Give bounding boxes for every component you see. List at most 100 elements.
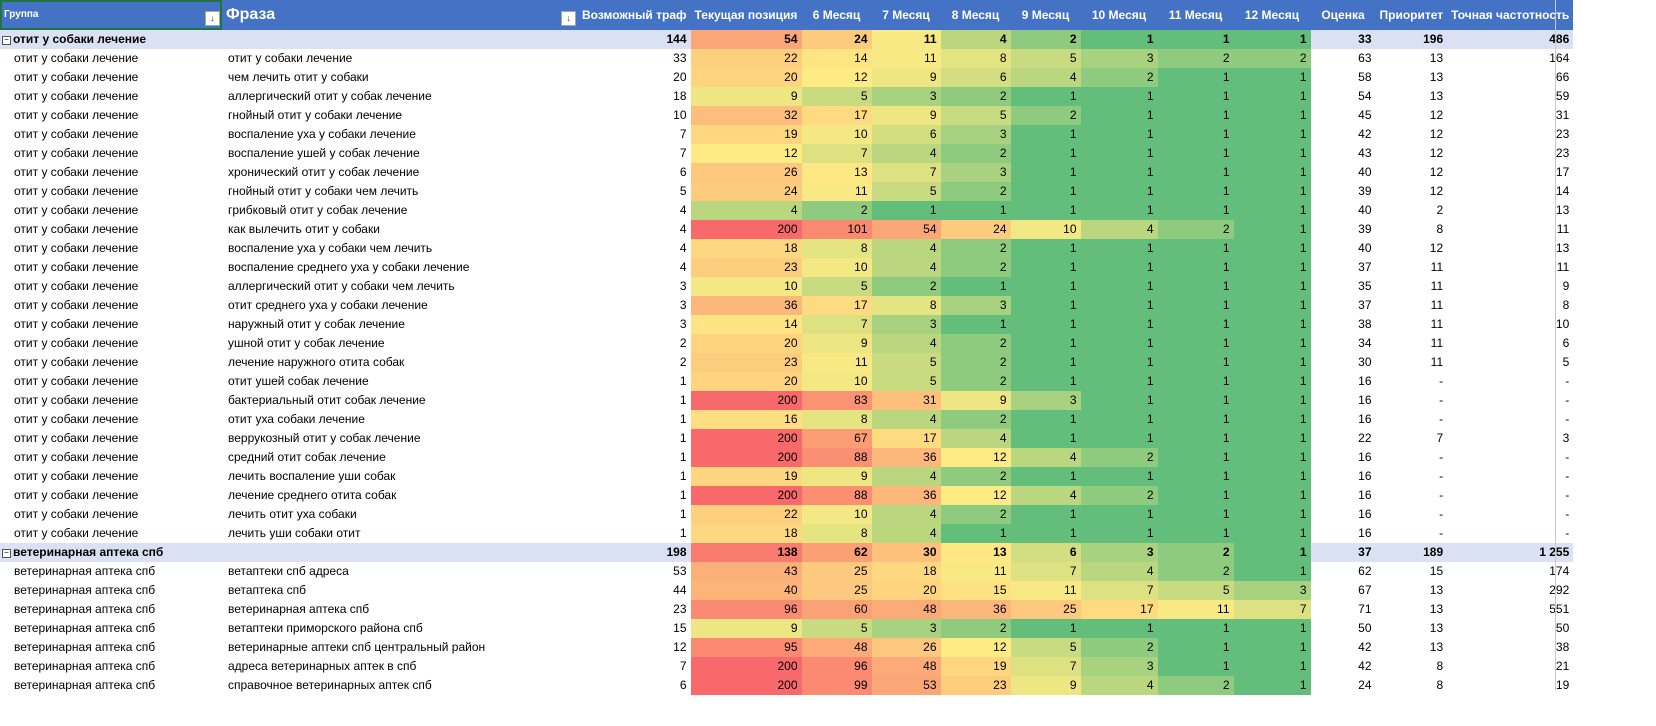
header-month-10[interactable]: 10 Месяц <box>1080 0 1158 30</box>
current-position-cell[interactable]: 19 <box>690 467 802 486</box>
month-6-cell[interactable]: 7 <box>801 315 872 334</box>
traffic-cell[interactable]: 3 <box>679 279 687 293</box>
month-8-cell[interactable]: 12 <box>940 448 1011 467</box>
frequency-cell[interactable]: 174 <box>1549 564 1570 578</box>
score-cell[interactable]: 67 <box>1358 583 1372 597</box>
month-7-cell[interactable]: 5 <box>871 372 941 391</box>
month-8-cell[interactable]: 3 <box>940 296 1011 315</box>
month-10-cell[interactable]: 1 <box>1080 619 1158 638</box>
month-11-cell[interactable]: 1 <box>1157 505 1234 524</box>
month-9-cell[interactable]: 1 <box>1010 258 1081 277</box>
month-11-cell[interactable]: 11 <box>1157 600 1234 619</box>
month-11-cell[interactable]: 5 <box>1157 581 1234 600</box>
month-7-cell[interactable]: 4 <box>871 467 941 486</box>
month-10-cell[interactable]: 1 <box>1080 524 1158 543</box>
total-priority-cell[interactable]: 196 <box>1375 30 1448 49</box>
month-11-cell[interactable]: 1 <box>1157 448 1234 467</box>
frequency-cell[interactable]: - <box>1565 469 1570 483</box>
current-position-cell[interactable]: 23 <box>690 353 802 372</box>
month-9-cell[interactable]: 1 <box>1010 372 1081 391</box>
month-10-cell[interactable]: 2 <box>1080 638 1158 657</box>
traffic-cell[interactable]: 7 <box>679 127 687 141</box>
priority-cell[interactable]: - <box>1439 393 1444 407</box>
month-9-cell[interactable]: 1 <box>1010 410 1081 429</box>
month-12-cell[interactable]: 1 <box>1233 353 1311 372</box>
month-8-cell[interactable]: 6 <box>940 68 1011 87</box>
group-cell[interactable]: отит у собаки лечение <box>14 526 139 540</box>
month-12-cell[interactable]: 1 <box>1233 144 1311 163</box>
priority-cell[interactable]: - <box>1439 526 1444 540</box>
phrase-cell[interactable]: отит ушей собак лечение <box>228 374 369 388</box>
traffic-cell[interactable]: 12 <box>673 640 687 654</box>
frequency-cell[interactable]: 11 <box>1556 222 1570 236</box>
current-position-cell[interactable]: 40 <box>690 581 802 600</box>
month-6-cell[interactable]: 99 <box>801 676 872 695</box>
group-cell[interactable]: отит у собаки лечение <box>14 184 139 198</box>
priority-cell[interactable]: 15 <box>1429 564 1444 578</box>
month-7-cell[interactable]: 3 <box>871 619 941 638</box>
score-cell[interactable]: 50 <box>1358 621 1372 635</box>
month-8-cell[interactable]: 2 <box>940 182 1011 201</box>
group-cell[interactable]: отит у собаки лечение <box>14 488 139 502</box>
month-6-cell[interactable]: 83 <box>801 391 872 410</box>
month-12-cell[interactable]: 1 <box>1233 239 1311 258</box>
frequency-cell[interactable]: 13 <box>1555 203 1570 217</box>
priority-cell[interactable]: 13 <box>1429 602 1444 616</box>
current-position-cell[interactable]: 20 <box>690 68 802 87</box>
current-position-cell[interactable]: 24 <box>690 182 802 201</box>
month-7-cell[interactable]: 18 <box>871 562 941 581</box>
month-8-cell[interactable]: 24 <box>940 220 1011 239</box>
frequency-cell[interactable]: 50 <box>1555 621 1570 635</box>
score-cell[interactable]: 16 <box>1358 507 1372 521</box>
score-cell[interactable]: 37 <box>1358 298 1372 312</box>
month-8-cell[interactable]: 9 <box>940 391 1011 410</box>
score-cell[interactable]: 45 <box>1358 108 1372 122</box>
total-current-position-cell[interactable]: 138 <box>690 543 802 562</box>
collapse-icon[interactable]: − <box>2 36 11 45</box>
month-10-cell[interactable]: 1 <box>1080 277 1158 296</box>
phrase-cell[interactable]: средний отит собак лечение <box>228 450 386 464</box>
month-12-cell[interactable]: 1 <box>1233 657 1311 676</box>
current-position-cell[interactable]: 18 <box>690 239 802 258</box>
month-9-cell[interactable]: 1 <box>1010 619 1081 638</box>
month-6-cell[interactable]: 5 <box>801 619 872 638</box>
month-11-cell[interactable]: 1 <box>1157 486 1234 505</box>
frequency-cell[interactable]: - <box>1565 507 1570 521</box>
phrase-cell[interactable]: гнойный отит у собаки лечение <box>228 108 403 122</box>
priority-cell[interactable]: 11 <box>1430 336 1444 350</box>
month-9-cell[interactable]: 5 <box>1010 49 1081 68</box>
month-6-cell[interactable]: 11 <box>801 182 872 201</box>
phrase-cell[interactable]: отит среднего уха у собаки лечение <box>228 298 428 312</box>
month-6-cell[interactable]: 5 <box>801 87 872 106</box>
group-name-cell[interactable]: − ветеринарная аптека спб <box>0 543 222 562</box>
month-11-cell[interactable]: 1 <box>1157 467 1234 486</box>
month-11-cell[interactable]: 1 <box>1157 619 1234 638</box>
month-10-cell[interactable]: 1 <box>1080 144 1158 163</box>
total-score-cell[interactable]: 37 <box>1310 543 1376 562</box>
month-12-cell[interactable]: 1 <box>1233 315 1311 334</box>
group-cell[interactable]: отит у собаки лечение <box>14 393 139 407</box>
frequency-cell[interactable]: 11 <box>1556 260 1570 274</box>
current-position-cell[interactable]: 9 <box>690 87 802 106</box>
month-6-cell[interactable]: 8 <box>801 239 872 258</box>
month-6-cell[interactable]: 25 <box>801 562 872 581</box>
priority-cell[interactable]: - <box>1439 488 1444 502</box>
score-cell[interactable]: 37 <box>1358 260 1372 274</box>
current-position-cell[interactable]: 20 <box>690 372 802 391</box>
month-10-cell[interactable]: 1 <box>1080 410 1158 429</box>
phrase-cell[interactable]: как вылечить отит у собаки <box>228 222 380 236</box>
month-6-cell[interactable]: 88 <box>801 448 872 467</box>
month-9-cell[interactable]: 3 <box>1010 391 1081 410</box>
month-12-cell[interactable]: 1 <box>1233 372 1311 391</box>
traffic-cell[interactable]: 7 <box>679 659 687 673</box>
current-position-cell[interactable]: 19 <box>690 125 802 144</box>
phrase-cell[interactable]: отит уха собаки лечение <box>228 412 365 426</box>
month-10-cell[interactable]: 1 <box>1080 163 1158 182</box>
month-9-cell[interactable]: 1 <box>1010 315 1081 334</box>
score-cell[interactable]: 40 <box>1358 203 1372 217</box>
month-8-cell[interactable]: 23 <box>940 676 1011 695</box>
month-10-cell[interactable]: 17 <box>1080 600 1158 619</box>
traffic-cell[interactable]: 2 <box>679 336 687 350</box>
score-cell[interactable]: 39 <box>1358 222 1372 236</box>
total-month-8-cell[interactable]: 4 <box>940 30 1011 49</box>
